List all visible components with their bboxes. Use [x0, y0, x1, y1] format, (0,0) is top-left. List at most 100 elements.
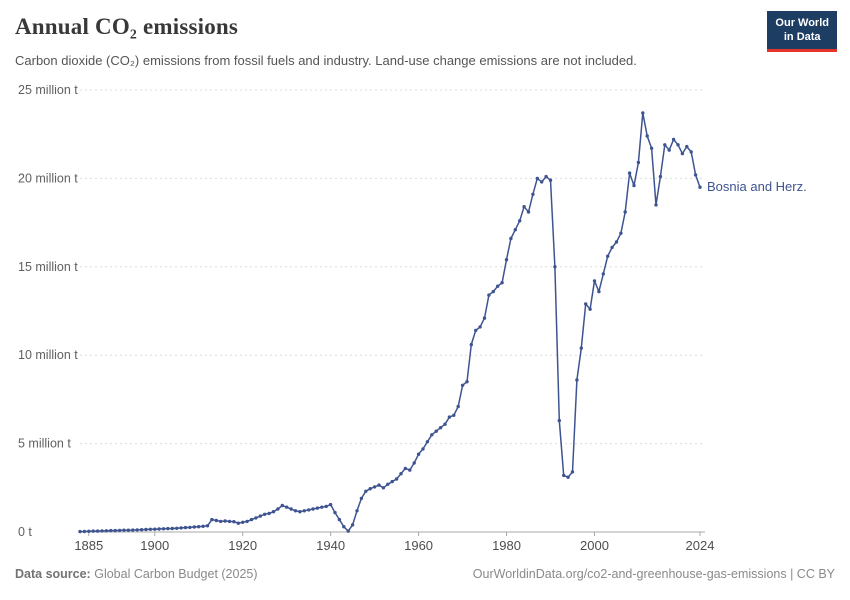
data-point [183, 525, 188, 530]
data-point [192, 525, 196, 529]
data-point [394, 477, 399, 481]
data-point [421, 447, 425, 451]
data-point [460, 383, 465, 387]
data-point [562, 473, 566, 478]
data-point [478, 325, 482, 329]
data-point [513, 228, 517, 232]
data-source-label: Data source: [15, 567, 91, 581]
data-point [355, 509, 359, 513]
data-point [157, 527, 161, 531]
y-axis-tick-label: 15 million t [18, 260, 78, 274]
data-point [135, 528, 139, 532]
data-point [645, 134, 649, 138]
data-point [82, 529, 87, 534]
data-point [575, 378, 579, 382]
data-point [680, 151, 685, 156]
owid-logo-line1: Our World [775, 17, 829, 29]
data-point [408, 468, 412, 472]
data-point [219, 519, 223, 524]
data-point [201, 524, 205, 528]
data-point [289, 507, 293, 511]
data-point [324, 504, 328, 509]
data-point [447, 415, 452, 419]
data-point [548, 178, 553, 182]
y-axis-tick-label: 25 million t [18, 85, 78, 97]
data-point [482, 316, 487, 320]
data-point [671, 137, 676, 142]
data-point [584, 302, 588, 306]
data-point [337, 517, 342, 522]
data-point [456, 404, 460, 409]
data-point [553, 265, 557, 269]
data-point [627, 171, 632, 175]
data-point [254, 516, 258, 520]
data-point [188, 525, 192, 530]
data-point [280, 503, 284, 508]
owid-logo-line2: in Data [783, 31, 821, 44]
data-point [522, 205, 526, 209]
data-point [606, 254, 610, 258]
data-point [649, 146, 654, 150]
data-point [170, 526, 174, 531]
data-point [307, 508, 311, 512]
data-point [654, 203, 658, 207]
data-point [223, 519, 227, 523]
data-point [205, 524, 210, 528]
data-point [592, 279, 597, 283]
data-point [416, 452, 421, 456]
data-point [109, 528, 113, 533]
data-point [614, 240, 619, 244]
data-point [372, 485, 377, 489]
footer-citation-link[interactable]: OurWorldinData.org/co2-and-greenhouse-ga… [472, 567, 835, 581]
x-axis-tick-label: 2000 [580, 538, 609, 553]
data-point [496, 284, 500, 288]
data-point [276, 507, 280, 511]
data-point [122, 528, 126, 532]
data-point [509, 236, 513, 241]
data-point [663, 143, 667, 147]
data-point [544, 174, 548, 179]
data-point [148, 527, 153, 531]
data-point [412, 461, 416, 465]
data-point [623, 210, 627, 214]
data-point [500, 281, 504, 285]
data-point [566, 475, 570, 479]
data-point [676, 143, 680, 147]
y-axis-tick-label: 0 t [18, 525, 32, 539]
x-axis-tick-label: 1980 [492, 538, 521, 553]
data-point [214, 518, 218, 523]
data-point [359, 496, 364, 501]
data-point [698, 185, 702, 189]
data-point [241, 520, 245, 524]
data-source-value: Global Carbon Budget (2025) [94, 567, 258, 581]
data-point [320, 505, 324, 509]
y-axis-tick-label: 20 million t [18, 171, 78, 185]
chart-footer: Data source: Global Carbon Budget (2025)… [15, 567, 835, 581]
data-point [263, 512, 267, 516]
data-point [285, 505, 289, 509]
data-point [91, 529, 95, 533]
data-point [197, 525, 201, 529]
data-point [438, 426, 443, 430]
data-point [386, 482, 390, 486]
x-axis-tick-label: 1960 [404, 538, 433, 553]
data-source: Data source: Global Carbon Budget (2025) [15, 567, 258, 581]
y-axis-tick-label: 10 million t [18, 348, 78, 362]
chart-subtitle: Carbon dioxide (CO₂) emissions from foss… [15, 53, 637, 68]
data-point [689, 150, 693, 154]
x-axis-tick-label: 1900 [140, 538, 169, 553]
data-point [227, 519, 232, 524]
data-point [131, 528, 135, 532]
data-point [333, 510, 337, 515]
data-point [342, 525, 346, 529]
data-point [249, 517, 254, 522]
series-line [79, 112, 701, 533]
data-point [161, 527, 166, 531]
x-axis-tick-label: 1885 [74, 538, 103, 553]
data-point [245, 519, 249, 524]
owid-logo[interactable]: Our World in Data [767, 11, 837, 52]
data-point [78, 529, 82, 534]
data-point [368, 487, 372, 491]
data-point [87, 529, 91, 533]
data-point [469, 342, 473, 347]
